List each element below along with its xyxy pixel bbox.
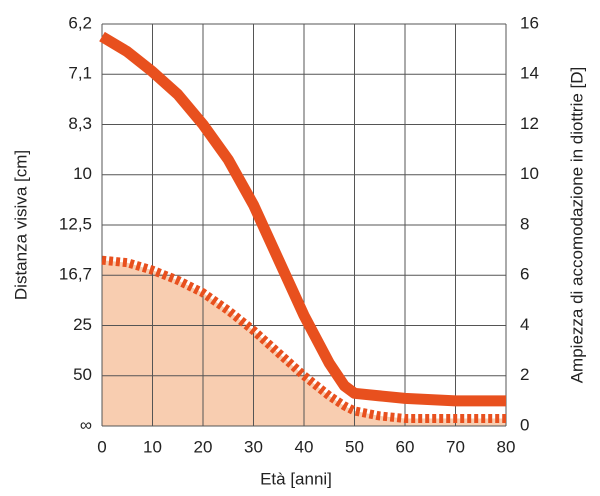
x-tick-label: 0 bbox=[97, 437, 106, 456]
x-tick-label: 80 bbox=[497, 437, 516, 456]
y-tick-label: 10 bbox=[73, 164, 92, 183]
y-tick-label: ∞ bbox=[80, 415, 92, 434]
x-tick-label: 70 bbox=[446, 437, 465, 456]
y2-tick-label: 2 bbox=[520, 365, 529, 384]
line bbox=[101, 255, 506, 423]
y-tick-label: 50 bbox=[73, 365, 92, 384]
y2-tick-label: 16 bbox=[520, 13, 539, 32]
plot: 0 10 20 30 40 50 60 70 80∞502516,712,5108,37,16,… bbox=[59, 13, 539, 456]
y2-tick-label: 0 bbox=[520, 415, 529, 434]
y2-tick-label: 8 bbox=[520, 214, 529, 233]
y-tick-label: 25 bbox=[73, 315, 92, 334]
x-axis-label: Età [anni] bbox=[260, 469, 332, 488]
y2-tick-label: 10 bbox=[520, 164, 539, 183]
y2-tick-label: 4 bbox=[520, 315, 529, 334]
x-tick-label: 10 bbox=[143, 437, 162, 456]
x-tick-label: 30 bbox=[244, 437, 263, 456]
x-tick-label: 60 bbox=[396, 437, 415, 456]
x-tick-label: 20 bbox=[194, 437, 213, 456]
x-tick-label: 40 bbox=[295, 437, 314, 456]
y-tick-label: 7,1 bbox=[68, 64, 92, 83]
line bbox=[99, 31, 506, 407]
y-tick-label: 8,3 bbox=[68, 114, 92, 133]
y2-tick-label: 6 bbox=[520, 265, 529, 284]
y2-tick-label: 12 bbox=[520, 114, 539, 133]
y-tick-label: 6,2 bbox=[68, 13, 92, 32]
y-tick-label: 16,7 bbox=[59, 265, 92, 284]
y-tick-label: 12,5 bbox=[59, 214, 92, 233]
y2-tick-label: 14 bbox=[520, 64, 539, 83]
x-tick-label: 50 bbox=[345, 437, 364, 456]
y2-axis-label: Ampiezza di accomodazione in diottrie [D… bbox=[567, 67, 586, 384]
y-axis-label: Distanza visiva [cm] bbox=[11, 150, 30, 300]
